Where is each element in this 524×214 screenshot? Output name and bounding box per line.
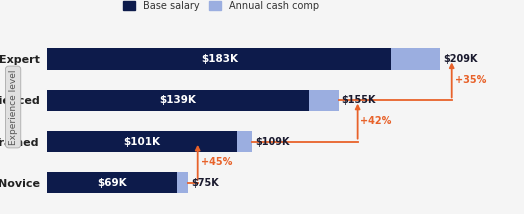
Text: $101K: $101K [124, 137, 161, 147]
Text: $183K: $183K [201, 54, 238, 64]
Bar [47, 172, 177, 193]
Bar [177, 172, 188, 193]
Text: +42%: +42% [361, 116, 392, 126]
Bar [391, 48, 440, 70]
Text: $69K: $69K [97, 178, 127, 188]
Text: $155K: $155K [342, 95, 376, 105]
Bar [237, 131, 252, 152]
Bar [47, 48, 391, 70]
Text: +45%: +45% [201, 157, 232, 167]
Bar [47, 90, 309, 111]
Bar [47, 131, 237, 152]
Text: Experience level: Experience level [8, 69, 18, 145]
Text: $75K: $75K [191, 178, 219, 188]
Text: $109K: $109K [255, 137, 290, 147]
Legend: Base salary, Annual cash comp: Base salary, Annual cash comp [119, 0, 323, 15]
Text: $139K: $139K [159, 95, 196, 105]
Bar [309, 90, 339, 111]
Text: +35%: +35% [454, 75, 486, 85]
Text: $209K: $209K [443, 54, 478, 64]
